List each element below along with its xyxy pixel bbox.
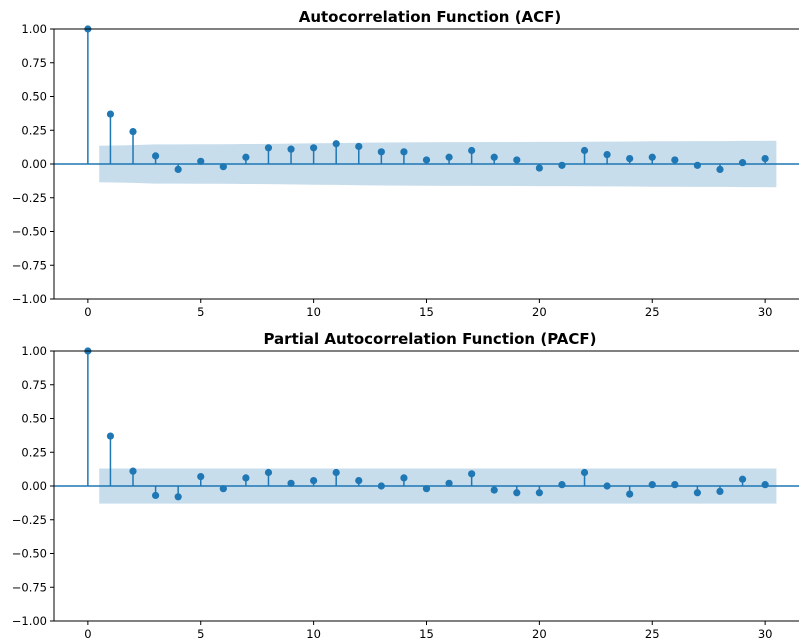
pacf-marker-lag-2 — [129, 467, 137, 475]
pacf-marker-lag-9 — [287, 479, 295, 487]
acf-marker-lag-28 — [716, 165, 724, 173]
pacf-xtick-label: 25 — [645, 627, 660, 640]
pacf-marker-lag-28 — [716, 487, 724, 495]
pacf-marker-lag-15 — [422, 485, 431, 493]
pacf-marker-lag-16 — [445, 479, 453, 487]
pacf-marker-lag-11 — [332, 468, 340, 477]
pacf-xtick-label: 5 — [197, 627, 204, 640]
pacf-marker-lag-30 — [761, 481, 769, 489]
acf-marker-lag-23 — [603, 150, 611, 159]
pacf-marker-lag-10 — [310, 477, 318, 485]
pacf-marker-lag-29 — [738, 475, 747, 483]
pacf-marker-lag-23 — [603, 482, 611, 490]
acf-marker-lag-17 — [468, 146, 476, 155]
acf-marker-lag-6 — [219, 163, 227, 171]
acf-marker-lag-15 — [422, 156, 431, 164]
acf-marker-lag-9 — [287, 145, 295, 153]
pacf-marker-lag-7 — [242, 474, 250, 482]
pacf-marker-lag-19 — [513, 489, 521, 497]
pacf-marker-lag-5 — [197, 472, 205, 481]
pacf-xtick-label: 10 — [306, 627, 321, 640]
acf-xtick-label: 0 — [84, 305, 91, 319]
pacf-xtick-label: 20 — [532, 627, 547, 640]
acf-ytick-label: −0.75 — [12, 258, 47, 272]
acf-marker-lag-3 — [151, 152, 160, 160]
pacf-ytick-label: −1.00 — [12, 614, 47, 628]
acf-marker-lag-5 — [197, 157, 205, 165]
pacf-marker-lag-13 — [377, 482, 385, 490]
acf-xtick-label: 10 — [306, 305, 321, 319]
acf-marker-lag-27 — [693, 161, 702, 169]
acf-marker-lag-4 — [174, 165, 182, 173]
pacf-title: Partial Autocorrelation Function (PACF) — [263, 330, 596, 348]
pacf-marker-lag-26 — [671, 481, 679, 489]
acf-marker-lag-7 — [242, 153, 250, 161]
acf-ytick-label: 1.00 — [21, 22, 47, 36]
acf-xtick-label: 25 — [645, 305, 660, 319]
acf-xtick-label: 30 — [758, 305, 773, 319]
acf-ytick-label: −1.00 — [12, 292, 47, 306]
acf-ytick-label: 0.00 — [21, 157, 47, 171]
acf-xtick-label: 15 — [419, 305, 434, 319]
pacf-marker-lag-1 — [106, 432, 115, 440]
pacf-xtick-label: 30 — [758, 627, 773, 640]
acf-marker-lag-13 — [377, 148, 385, 156]
pacf-ytick-label: −0.25 — [12, 513, 47, 527]
acf-title: Autocorrelation Function (ACF) — [299, 8, 562, 26]
acf-ytick-label: 0.75 — [21, 56, 47, 70]
pacf-marker-lag-17 — [468, 470, 476, 478]
pacf-ytick-label: 0.00 — [21, 479, 47, 493]
acf-marker-lag-24 — [626, 155, 634, 163]
pacf-marker-lag-12 — [355, 477, 363, 485]
pacf-ytick-label: 0.50 — [21, 412, 47, 426]
acf-marker-lag-12 — [355, 142, 363, 151]
acf-marker-lag-2 — [129, 128, 137, 136]
acf-marker-lag-14 — [400, 148, 408, 156]
acf-marker-lag-22 — [580, 146, 589, 155]
pacf-marker-lag-20 — [535, 489, 543, 497]
acf-ytick-label: −0.50 — [12, 225, 47, 239]
pacf-marker-lag-4 — [174, 493, 182, 501]
pacf-xtick-label: 0 — [84, 627, 91, 640]
pacf-marker-lag-27 — [693, 489, 702, 497]
acf-xtick-label: 20 — [532, 305, 547, 319]
pacf-marker-lag-21 — [558, 481, 566, 489]
acf-marker-lag-8 — [264, 144, 273, 152]
pacf-ytick-label: −0.75 — [12, 580, 47, 594]
acf-marker-lag-16 — [445, 153, 453, 161]
pacf-ytick-label: 0.25 — [21, 445, 47, 459]
acf-marker-lag-18 — [490, 153, 498, 161]
acf-marker-lag-20 — [535, 164, 543, 172]
acf-marker-lag-30 — [761, 155, 769, 163]
pacf-marker-lag-18 — [490, 486, 498, 494]
pacf-marker-lag-22 — [580, 468, 589, 477]
acf-marker-lag-10 — [310, 144, 318, 152]
acf-ytick-label: 0.50 — [21, 90, 47, 104]
acf-panel: Autocorrelation Function (ACF) −1.00 −0.7… — [12, 8, 799, 319]
acf-marker-lag-19 — [513, 156, 521, 164]
acf-marker-lag-21 — [558, 161, 566, 169]
pacf-marker-lag-24 — [626, 490, 634, 498]
acf-marker-lag-29 — [738, 159, 747, 167]
pacf-panel: Partial Autocorrelation Function (PACF) … — [12, 330, 799, 640]
pacf-marker-lag-6 — [219, 485, 227, 493]
acf-marker-lag-1 — [106, 110, 115, 118]
pacf-ytick-label: 1.00 — [21, 344, 47, 358]
pacf-marker-lag-8 — [264, 468, 273, 477]
pacf-marker-lag-25 — [648, 481, 656, 489]
acf-marker-lag-25 — [648, 153, 656, 161]
pacf-ytick-label: 0.75 — [21, 378, 47, 392]
pacf-xtick-label: 15 — [419, 627, 434, 640]
pacf-ytick-label: −0.50 — [12, 547, 47, 561]
acf-marker-lag-11 — [332, 140, 340, 148]
acf-ytick-label: −0.25 — [12, 191, 47, 205]
acf-ytick-label: 0.25 — [21, 123, 47, 137]
pacf-marker-lag-3 — [151, 491, 160, 500]
acf-xtick-label: 5 — [197, 305, 204, 319]
pacf-marker-lag-14 — [400, 474, 408, 482]
acf-marker-lag-26 — [671, 156, 679, 164]
